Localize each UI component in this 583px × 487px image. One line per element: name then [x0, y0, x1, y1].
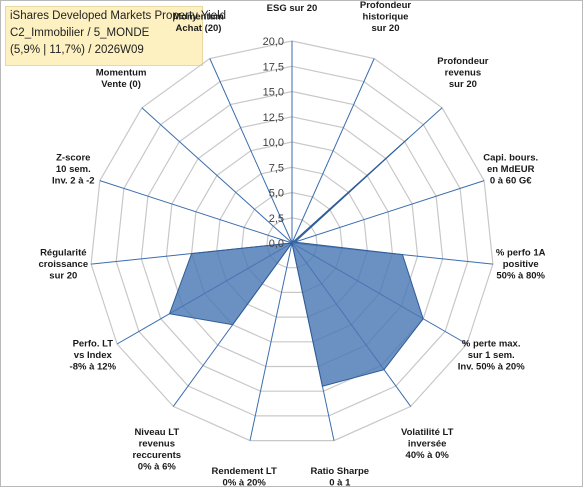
tick-label: 7,5	[269, 162, 284, 174]
axis-label: Z-score 10 sem. Inv. 2 à -2	[52, 152, 95, 186]
tick-label: 0,0	[269, 238, 284, 250]
axis-label-line: Capi. bours.	[483, 152, 538, 163]
axis-label-line: Z-score	[56, 152, 90, 163]
axis-label-line: revenus	[139, 439, 175, 450]
axis-label-line: en MdEUR	[487, 164, 535, 175]
axis-label-line: 40% à 0%	[406, 450, 450, 461]
axis-label: Perfo. LT vs Index -8% à 12%	[70, 339, 117, 373]
grid-ring	[165, 116, 419, 368]
chart-title: iShares Developed Markets Property Yield	[10, 10, 227, 22]
axis-label: NoteESG sur 20	[267, 1, 318, 14]
axis-label-line: historique	[363, 11, 409, 22]
chart-title-box: iShares Developed Markets Property Yield…	[5, 6, 226, 66]
axis-label: Momentum Achat (20)	[173, 11, 224, 34]
tick-label: 15,0	[263, 87, 284, 99]
axis-label-line: sur 20	[49, 271, 77, 282]
axis-label-line: Vente (0)	[101, 79, 141, 90]
axis-spoke	[209, 58, 293, 244]
axis-label-line: sur 1 sem.	[468, 350, 515, 361]
axis-spoke	[291, 58, 375, 244]
tick-label: 20,0	[263, 36, 284, 48]
chart-subtitle-category: C2_Immobilier / 5_MONDE	[10, 27, 150, 39]
axis-label: Profondeur historique sur 20	[360, 1, 411, 34]
axis-label-line: inversée	[408, 439, 447, 450]
axis-label-line: % perte max.	[462, 339, 521, 350]
grid-ring	[115, 65, 469, 417]
axis-label-line: 10 sem.	[56, 164, 91, 175]
axis-spoke	[249, 242, 293, 441]
axis-label-line: Note	[281, 1, 302, 3]
axis-label-line: Inv. 50% à 20%	[458, 362, 525, 373]
tick-label: 17,5	[263, 61, 284, 73]
axis-label-line: Inv. 2 à -2	[52, 175, 95, 186]
axis-label-line: sur 20	[372, 23, 400, 34]
axis-label: Capi. bours. en MdEUR 0 à 60 G€	[483, 152, 538, 186]
chart-subtitle-stats: (5,9% | 11,7%) / 2026W09	[10, 44, 144, 56]
grid-ring	[190, 141, 394, 343]
axis-label-line: Momentum	[173, 11, 224, 22]
axis-label-line: % perfo 1A	[496, 248, 546, 259]
axis-label-line: ESG sur 20	[267, 3, 318, 14]
axis-label: Momentum Vente (0)	[96, 68, 147, 91]
grid-ring	[216, 166, 368, 318]
axis-label-line: reccurents	[133, 450, 182, 461]
axis-label-line: Profondeur	[360, 1, 411, 11]
axis-label-line: Niveau LT	[134, 427, 179, 438]
axis-label: Volatilité LT inversée 40% à 0%	[401, 427, 454, 461]
grid-ring	[90, 40, 494, 442]
axis-label-line: vs Index	[74, 350, 113, 361]
tick-label: 10,0	[263, 137, 284, 149]
axis-spoke	[99, 180, 293, 244]
axis-label-line: Perfo. LT	[73, 339, 114, 350]
tick-label: 2,5	[269, 213, 284, 225]
tick-label: 5,0	[269, 188, 284, 200]
axis-label-line: 0 à 1	[329, 478, 351, 487]
axis-label-line: revenus	[445, 68, 481, 79]
axis-label-line: 0 à 60 G€	[490, 175, 532, 186]
axis-label-line: Rendement LT	[212, 466, 277, 477]
axis-label: Régularité croissance sur 20	[38, 248, 88, 282]
axis-spoke	[291, 180, 485, 244]
axis-spoke	[141, 107, 293, 244]
axis-label-line: 0% à 6%	[138, 462, 177, 473]
grid-ring	[266, 217, 318, 269]
tick-label: 12,5	[263, 112, 284, 124]
data-series-area	[168, 137, 424, 387]
axis-label-line: Ratio Sharpe	[310, 466, 369, 477]
axis-label-line: Volatilité LT	[401, 427, 454, 438]
axis-label: Niveau LT revenus reccurents 0% à 6%	[133, 427, 182, 473]
axis-label-line: Profondeur	[437, 56, 488, 67]
axis-label-line: -8% à 12%	[70, 362, 117, 373]
axis-label-line: 0% à 20%	[223, 478, 267, 487]
axis-label: % perfo 1A positive 50% à 80%	[496, 248, 546, 282]
axis-label: Profondeur revenus sur 20	[437, 56, 488, 90]
axis-label: Rendement LT 0% à 20%	[212, 466, 277, 486]
grid-ring	[140, 90, 444, 392]
axis-label-line: Régularité	[40, 248, 86, 259]
axis-label: % perte max. sur 1 sem. Inv. 50% à 20%	[458, 339, 525, 373]
axis-label-line: croissance	[38, 259, 88, 270]
axis-label-line: Achat (20)	[176, 23, 222, 34]
axis-label-line: 50% à 80%	[496, 271, 545, 282]
axis-label-line: Momentum	[96, 68, 147, 79]
axis-label: Ratio Sharpe 0 à 1	[310, 466, 369, 486]
axis-label-line: positive	[503, 259, 539, 270]
axis-label-line: sur 20	[449, 79, 477, 90]
grid-ring	[241, 191, 343, 293]
